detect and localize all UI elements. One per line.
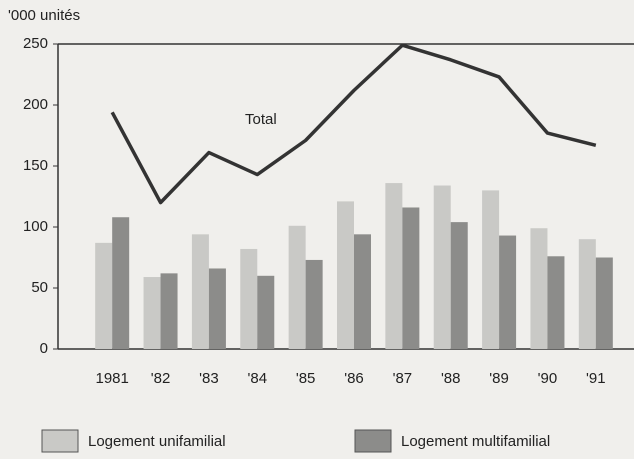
bar	[595, 257, 613, 349]
x-tick-label: '82	[151, 370, 171, 387]
bar	[95, 242, 113, 349]
legend-label: Logement multifamilial	[401, 433, 550, 450]
bar	[288, 225, 306, 349]
total-line	[110, 43, 597, 205]
bar	[402, 207, 420, 349]
x-tick-label: '87	[393, 370, 413, 387]
y-tick-label: 150	[23, 157, 48, 174]
bar	[305, 259, 323, 349]
x-tick-label: '91	[586, 370, 606, 387]
y-axis-label: '000 unités	[8, 7, 80, 24]
x-tick-label: '83	[199, 370, 219, 387]
bar	[499, 235, 517, 349]
bar	[337, 201, 354, 349]
y-tick-label: 200	[23, 96, 48, 113]
y-tick-label: 50	[31, 279, 48, 296]
legend-swatch	[354, 429, 392, 453]
bar	[385, 183, 403, 349]
y-tick-label: 0	[40, 340, 48, 357]
bar	[160, 273, 178, 349]
x-tick-label: '88	[441, 370, 461, 387]
x-tick-label: '86	[344, 370, 364, 387]
bar	[112, 217, 130, 349]
bar	[482, 190, 500, 349]
line-label: Total	[245, 111, 277, 128]
legend-swatch	[41, 429, 79, 453]
x-tick-label: '85	[296, 370, 316, 387]
y-tick-label: 250	[23, 35, 48, 52]
x-tick-label: 1981	[95, 370, 128, 387]
bar	[450, 222, 468, 349]
x-tick-label: '84	[247, 370, 267, 387]
bar	[143, 277, 161, 349]
bar	[433, 185, 451, 349]
bar	[530, 228, 548, 349]
bar	[257, 275, 275, 349]
bar	[354, 234, 371, 349]
bar	[547, 256, 565, 349]
y-tick-label: 100	[23, 218, 48, 235]
x-tick-label: '90	[538, 370, 558, 387]
bar	[191, 234, 209, 349]
x-tick-label: '89	[489, 370, 509, 387]
bar	[578, 239, 596, 349]
legend-label: Logement unifamilial	[88, 433, 226, 450]
bar	[240, 248, 258, 349]
bar	[208, 268, 226, 349]
